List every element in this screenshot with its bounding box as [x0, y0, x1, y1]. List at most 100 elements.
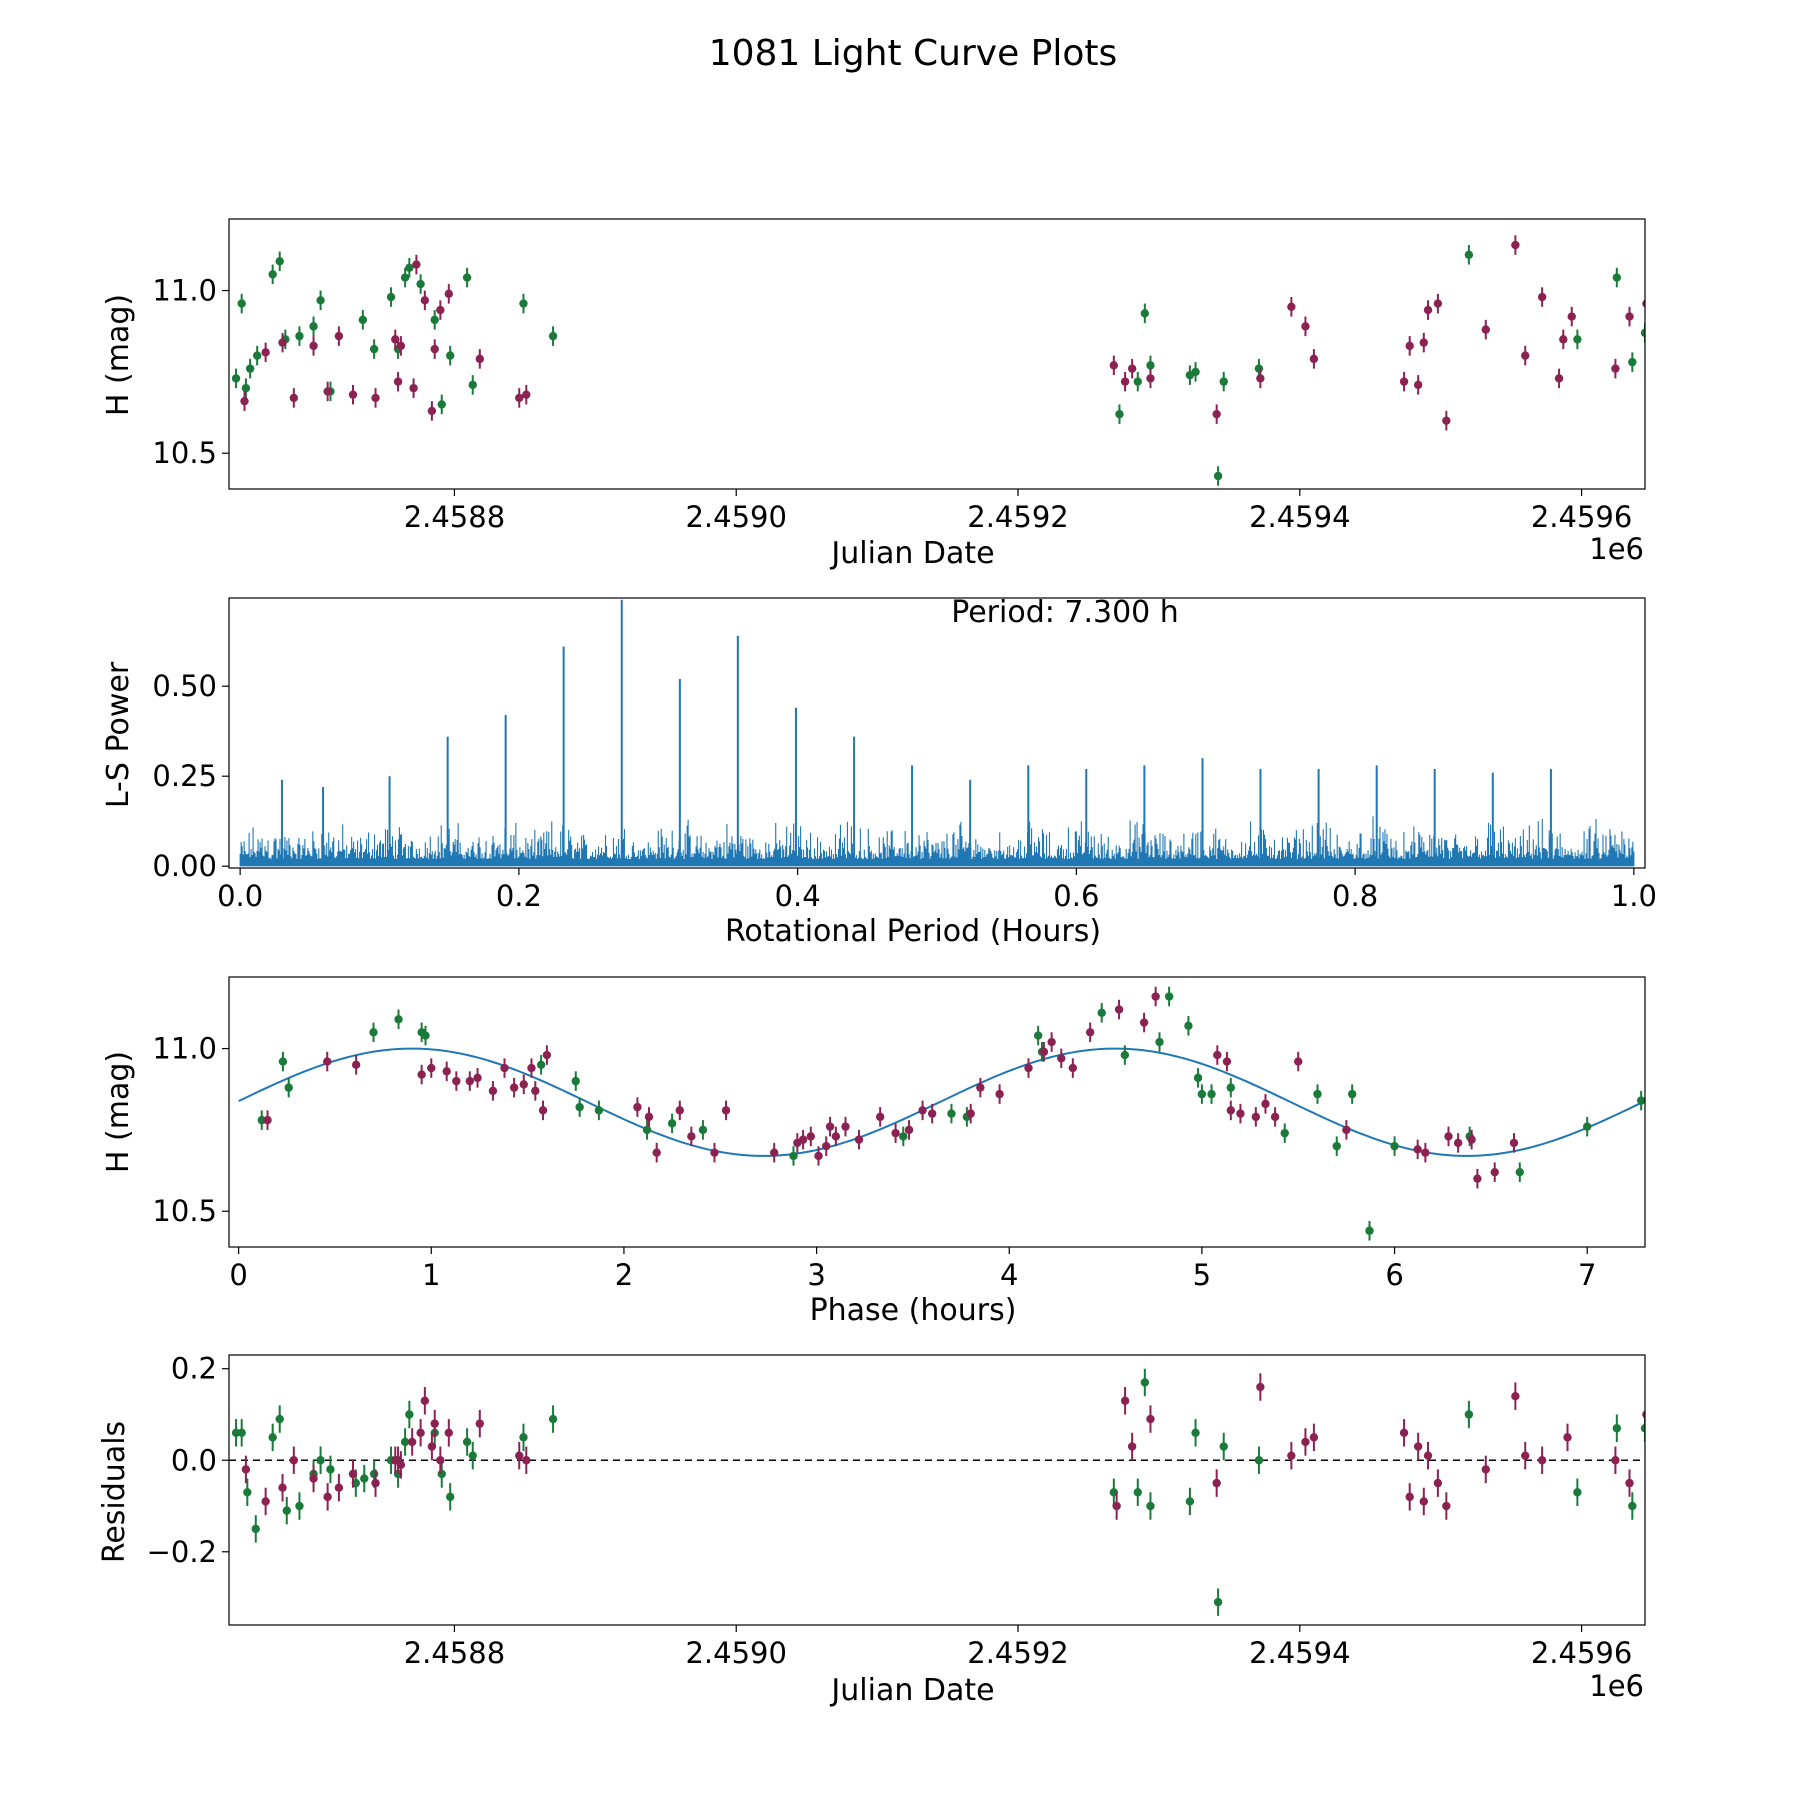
data-point	[1611, 364, 1620, 373]
data-point	[268, 270, 277, 279]
lightcurve-xtick-label: 2.4590	[685, 500, 786, 534]
data-point	[1151, 992, 1160, 1001]
data-point	[1537, 1456, 1547, 1465]
residuals-ytick-label: −0.2	[147, 1535, 217, 1569]
residuals-xtick-label: 2.4588	[404, 1636, 505, 1670]
data-point	[1146, 361, 1155, 370]
data-point	[1612, 273, 1622, 282]
phased-xtick-label: 3	[807, 1258, 825, 1292]
data-point	[1640, 328, 1645, 338]
data-point	[416, 279, 425, 289]
data-point	[289, 1456, 299, 1465]
data-point	[1442, 416, 1451, 425]
periodogram-xtick-label: 0.8	[1332, 879, 1378, 913]
data-point	[675, 1106, 685, 1115]
data-point	[427, 1063, 436, 1073]
data-point	[1068, 1063, 1078, 1073]
data-point	[536, 1060, 546, 1070]
residuals-xtick-label: 2.4596	[1531, 1636, 1632, 1670]
data-point	[1481, 325, 1490, 334]
data-point	[437, 400, 446, 409]
data-point	[966, 1109, 975, 1118]
phased-frame	[228, 976, 1646, 1248]
data-point	[1413, 1442, 1423, 1451]
data-point	[243, 1488, 252, 1497]
data-point	[1573, 1488, 1582, 1497]
data-point	[446, 1492, 455, 1502]
periodogram-ylabel: L-S Power	[101, 661, 136, 808]
residuals-series-purple	[241, 1373, 1645, 1520]
data-point	[1301, 322, 1310, 331]
data-point	[1481, 1465, 1490, 1474]
data-point	[444, 1428, 453, 1437]
sine-model-curve	[238, 1047, 1645, 1157]
lightcurve-panel: Julian Date H (mag) 1e6 2.4588 2.4590 2.45…	[101, 218, 1646, 571]
data-point	[430, 344, 439, 354]
data-point	[348, 1469, 358, 1479]
data-point	[1442, 1501, 1451, 1511]
data-point	[789, 1151, 798, 1161]
lightcurve-frame	[228, 218, 1646, 490]
data-point	[1611, 1456, 1620, 1465]
data-point	[334, 331, 344, 341]
data-point	[1444, 1132, 1453, 1141]
data-point	[522, 1456, 531, 1465]
periodogram-ytick-label: 0.00	[152, 849, 217, 883]
lightcurve-series-purple	[240, 235, 1645, 431]
data-point	[334, 1483, 344, 1492]
data-point	[430, 315, 439, 325]
data-point	[393, 377, 403, 386]
periodogram-xtick-label: 1.0	[1611, 879, 1657, 913]
data-point	[1251, 1112, 1261, 1122]
data-point	[1405, 341, 1414, 351]
data-point	[1390, 1141, 1399, 1151]
data-point	[1365, 1226, 1374, 1235]
data-point	[427, 406, 437, 416]
data-point	[1309, 354, 1319, 364]
data-point	[1213, 1050, 1222, 1060]
lightcurve-xtick-label: 2.4594	[1249, 500, 1350, 534]
data-point	[1120, 1396, 1130, 1405]
data-point	[278, 338, 287, 347]
data-point	[538, 1106, 548, 1115]
data-point	[798, 1135, 808, 1144]
data-point	[257, 1115, 266, 1125]
periodogram-frame	[228, 597, 1646, 869]
data-point	[1033, 1031, 1043, 1040]
data-point	[1191, 1428, 1200, 1437]
data-point	[1467, 1135, 1476, 1144]
data-point	[241, 1465, 251, 1474]
data-point	[1473, 1174, 1482, 1183]
data-point	[515, 1451, 524, 1460]
data-point	[323, 1057, 332, 1066]
lightcurve-xtick-label: 2.4596	[1531, 500, 1632, 534]
data-point	[644, 1112, 654, 1122]
data-point	[1567, 312, 1576, 321]
data-point	[710, 1148, 719, 1157]
data-point	[475, 354, 484, 364]
data-point	[405, 263, 414, 272]
data-point	[825, 1122, 835, 1131]
data-point	[927, 1109, 937, 1118]
data-point	[409, 383, 418, 393]
data-point	[1057, 1054, 1066, 1063]
data-point	[251, 1524, 260, 1534]
data-point	[348, 390, 358, 399]
data-point	[1511, 240, 1520, 250]
data-point	[1164, 992, 1174, 1001]
data-point	[462, 273, 472, 282]
phased-xtick-label: 4	[1000, 1258, 1018, 1292]
data-point	[468, 1451, 477, 1460]
data-point	[642, 1125, 652, 1135]
data-point	[371, 1478, 380, 1488]
data-point	[1636, 1096, 1645, 1105]
data-point	[295, 1501, 304, 1511]
residuals-data	[229, 1368, 1645, 1616]
data-point	[1133, 1488, 1142, 1497]
data-point	[1332, 1141, 1341, 1151]
data-point	[420, 296, 430, 305]
periodogram-ytick-label: 0.25	[152, 759, 217, 793]
data-point	[309, 322, 318, 331]
data-point	[1521, 351, 1530, 360]
data-point	[488, 1086, 498, 1096]
